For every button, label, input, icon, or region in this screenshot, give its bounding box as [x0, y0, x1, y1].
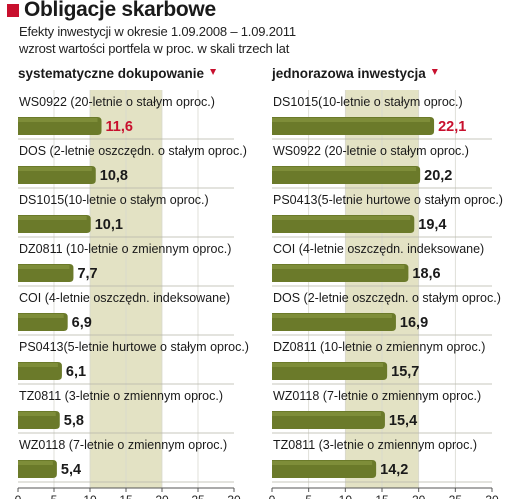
category-label: WS0922 (20-letnie o stałym oproc.) — [19, 95, 215, 109]
x-tick-label: 10 — [339, 493, 353, 499]
down-arrow-icon — [210, 69, 217, 75]
bar-highlight — [18, 363, 58, 367]
x-tick-label: 5 — [51, 493, 58, 499]
bar-highlight — [272, 167, 417, 171]
category-label: COI (4-letnie oszczędn. indeksowane) — [19, 291, 230, 305]
category-label: PS0413(5-letnie hurtowe o stałym oproc.) — [273, 193, 503, 207]
bar-highlight — [18, 314, 64, 318]
value-label: 14,2 — [380, 462, 408, 478]
value-label: 7,7 — [77, 266, 97, 282]
bar-highlight — [272, 118, 431, 122]
x-tick-label: 0 — [269, 493, 276, 499]
value-label: 16,9 — [400, 315, 428, 331]
x-tick-label: 5 — [305, 493, 312, 499]
category-label: WZ0118 (7-letnie o zmiennym oproc.) — [273, 389, 481, 403]
chart-subtitle-description: wzrost wartości portfela w proc. w skali… — [19, 41, 290, 56]
panel-one-time: jednorazowa inwestycja DS1015(10-letnie o… — [269, 66, 503, 499]
category-label: PS0413(5-letnie hurtowe o stałym oproc.) — [19, 340, 249, 354]
x-tick-label: 10 — [83, 493, 97, 499]
charts-area: systematyczne dokupowanie WS0922 (20-letn… — [15, 66, 503, 499]
bar-highlight — [272, 363, 384, 367]
chart-subtitle-period: Efekty inwestycji w okresie 1.09.2008 – … — [19, 24, 296, 39]
bar-highlight — [18, 118, 98, 122]
category-label: DOS (2-letnie oszczędn. o stałym oproc.) — [273, 291, 501, 305]
value-label: 15,4 — [389, 413, 417, 429]
x-tick-label: 15 — [375, 493, 389, 499]
value-label: 6,1 — [66, 364, 86, 380]
category-label: WZ0118 (7-letnie o zmiennym oproc.) — [19, 438, 227, 452]
bar-highlight — [18, 412, 56, 416]
category-label: DZ0811 (10-letnie o zmiennym oproc.) — [273, 340, 485, 354]
value-label: 5,4 — [61, 462, 81, 478]
value-label: 18,6 — [412, 266, 440, 282]
value-label: 11,6 — [106, 119, 133, 135]
bar-highlight — [272, 461, 373, 465]
x-tick-label: 20 — [155, 493, 169, 499]
bar-highlight — [272, 314, 392, 318]
x-tick-label: 30 — [485, 493, 499, 499]
category-label: WS0922 (20-letnie o stałym oproc.) — [273, 144, 469, 158]
value-label: 22,1 — [438, 119, 466, 135]
bar-highlight — [272, 216, 411, 220]
x-tick-label: 20 — [412, 493, 426, 499]
x-tick-label: 25 — [449, 493, 463, 499]
bar-highlight — [272, 265, 405, 269]
x-tick-label: 25 — [191, 493, 205, 499]
x-tick-label: 0 — [15, 493, 22, 499]
panel-title-one-time: jednorazowa inwestycja — [271, 66, 426, 81]
value-label: 6,9 — [72, 315, 92, 331]
down-arrow-icon — [431, 69, 438, 75]
x-tick-label: 15 — [119, 493, 133, 499]
value-label: 20,2 — [424, 168, 452, 184]
category-label: DS1015(10-letnie o stałym oproc.) — [273, 95, 463, 109]
bar-highlight — [18, 265, 70, 269]
bar-highlight — [272, 412, 381, 416]
chart-header: Obligacje skarbowe Efekty inwestycji w o… — [0, 0, 515, 60]
category-label: COI (4-letnie oszczędn. indeksowane) — [273, 242, 484, 256]
value-label: 15,7 — [391, 364, 419, 380]
panel-title-systematic: systematyczne dokupowanie — [18, 66, 205, 81]
value-label: 19,4 — [418, 217, 446, 233]
chart-title: Obligacje skarbowe — [24, 0, 216, 21]
category-label: DS1015(10-letnie o stałym oproc.) — [19, 193, 209, 207]
category-label: DOS (2-letnie oszczędn. o stałym oproc.) — [19, 144, 247, 158]
red-square-marker — [7, 4, 19, 17]
value-label: 5,8 — [64, 413, 84, 429]
bar-highlight — [18, 167, 92, 171]
category-label: TZ0811 (3-letnie o zmiennym oproc.) — [273, 438, 477, 452]
panel-systematic: systematyczne dokupowanie WS0922 (20-letn… — [15, 66, 249, 499]
bar-highlight — [18, 461, 53, 465]
value-label: 10,1 — [95, 217, 123, 233]
value-label: 10,8 — [100, 168, 128, 184]
x-tick-label: 30 — [227, 493, 241, 499]
bar-highlight — [18, 216, 87, 220]
category-label: DZ0811 (10-letnie o zmiennym oproc.) — [19, 242, 231, 256]
category-label: TZ0811 (3-letnie o zmiennym oproc.) — [19, 389, 223, 403]
